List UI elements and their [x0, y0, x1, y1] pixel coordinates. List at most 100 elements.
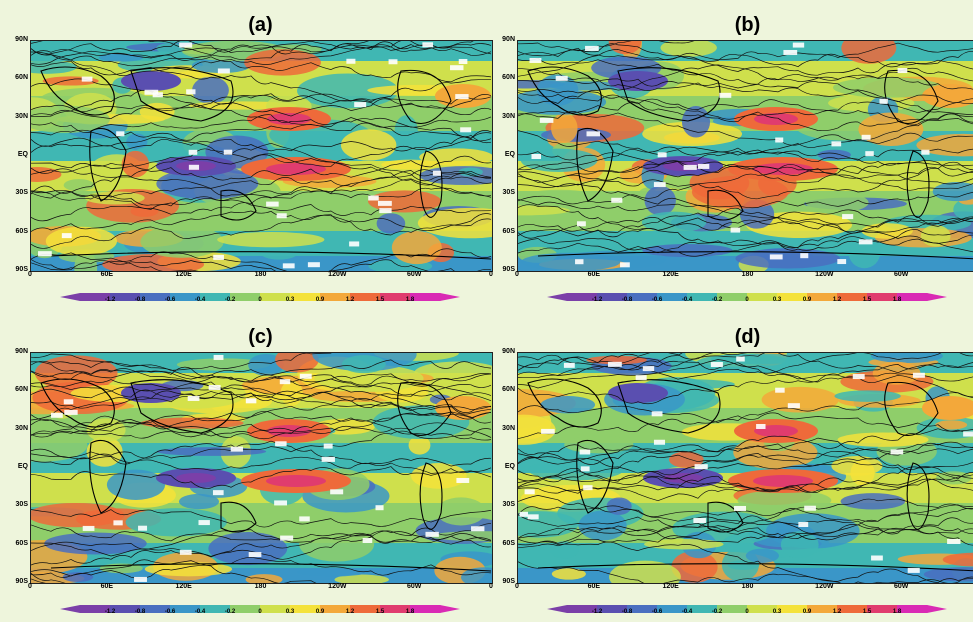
- colorbar-tick-label: -0.4: [194, 297, 206, 303]
- colorbar-tick-label: 1.8: [405, 297, 415, 303]
- panel-title: (a): [248, 14, 273, 36]
- colorbar-tick-label: -0.2: [711, 297, 723, 303]
- map-plot: [517, 40, 973, 272]
- colorbar-segment: [410, 293, 441, 301]
- colorbar-segment: [110, 293, 141, 301]
- lon-label: 60E: [587, 271, 601, 278]
- colorbar-arrow-left: [60, 293, 80, 301]
- colorbar-tick-label: -0.6: [651, 297, 663, 303]
- colorbar-arrow-right: [927, 293, 947, 301]
- lon-label: 60W: [406, 583, 422, 590]
- lon-label: 60E: [587, 583, 601, 590]
- colorbar-arrow-left: [547, 293, 567, 301]
- lon-label: 120W: [815, 271, 834, 278]
- anomaly-field: [518, 41, 973, 271]
- colorbar-segment: [200, 293, 231, 301]
- colorbar-tick-label: 1.2: [345, 297, 355, 303]
- colorbar-tick-label: -0.2: [711, 609, 723, 615]
- colorbar-tick-label: 0.3: [285, 609, 295, 615]
- lon-label: 60E: [100, 583, 114, 590]
- panel-d: (d) 90N 60N 30N EQ 30S 60S 90S 0 60E 120E 180 120W 60…: [487, 312, 973, 622]
- colorbar-segment: [350, 293, 381, 301]
- colorbar-segment: [380, 293, 411, 301]
- colorbar-tick-label: 0: [258, 297, 262, 303]
- lon-label: 0: [489, 583, 493, 590]
- lat-label: 60S: [502, 539, 515, 547]
- lat-label: 30S: [15, 189, 28, 197]
- lon-label: 60W: [893, 271, 909, 278]
- colorbar-tick-label: -0.6: [651, 609, 663, 615]
- lon-label: 180: [254, 583, 267, 590]
- colorbar-tick-label: 1.5: [375, 297, 385, 303]
- lat-label: 60N: [502, 386, 515, 394]
- colorbar-tick-label: -0.2: [224, 297, 236, 303]
- lat-label: EQ: [504, 463, 515, 470]
- lon-label: 120E: [175, 583, 192, 590]
- colorbar-segment: [260, 293, 291, 301]
- panel-title: (d): [734, 326, 761, 348]
- colorbar-tick-label: -0.2: [224, 609, 236, 615]
- lat-label: 30S: [502, 501, 515, 509]
- lat-label: 30N: [502, 424, 515, 432]
- lon-label: 60E: [100, 271, 114, 278]
- lat-label: 30N: [502, 112, 515, 120]
- colorbar-segment: [807, 293, 838, 301]
- colorbar-arrow-right: [440, 293, 460, 301]
- lon-label: 120W: [815, 583, 834, 590]
- colorbar-tick-label: -0.4: [681, 297, 693, 303]
- colorbar-tick-label: 1.2: [832, 297, 842, 303]
- colorbar: -1.2 -0.8 -0.6 -0.4 -0.2 0 0.3 0.9 1.2 1.5 1.8: [547, 600, 947, 618]
- colorbar: -1.2 -0.8 -0.6 -0.4 -0.2 0 0.3 0.9 1.2 1.5 1.8: [547, 288, 947, 306]
- colorbar-segment: [320, 293, 351, 301]
- colorbar-tick-label: 0: [258, 609, 262, 615]
- colorbar-segment: [140, 293, 171, 301]
- lon-label: 120E: [662, 583, 679, 590]
- colorbar-segment: [897, 293, 928, 301]
- map-plot: [30, 40, 493, 272]
- lon-label: 0: [28, 583, 32, 590]
- lon-label: 120E: [175, 271, 192, 278]
- colorbar-tick-label: 1.2: [345, 609, 355, 615]
- colorbar-segment: [627, 293, 658, 301]
- lat-label: 90S: [15, 266, 28, 273]
- map-plot: [30, 352, 493, 584]
- panel-title: (b): [734, 14, 761, 36]
- lon-label: 180: [741, 271, 754, 278]
- panel-title: (c): [248, 326, 273, 348]
- colorbar-tick-label: 0.9: [315, 609, 325, 615]
- colorbar-tick-label: -0.4: [194, 609, 206, 615]
- lon-label: 180: [254, 271, 267, 278]
- colorbar-tick-label: -1.2: [104, 609, 116, 615]
- colorbar-segment: [230, 293, 261, 301]
- colorbar-segment: [747, 293, 778, 301]
- colorbar-segment: [290, 293, 321, 301]
- lat-label: 60N: [502, 74, 515, 82]
- lon-label: 120W: [328, 271, 347, 278]
- lon-label: 120E: [662, 271, 679, 278]
- colorbar-segment: [170, 293, 201, 301]
- lat-label: 30S: [502, 189, 515, 197]
- lat-label: 90N: [502, 36, 515, 43]
- colorbar-tick-label: -0.8: [134, 609, 146, 615]
- panel-a: (a) 90N 60N 30N EQ 30S 60S 90S 0 60E 120E 180 120W 60…: [0, 0, 493, 310]
- colorbar-tick-label: 1.5: [862, 609, 872, 615]
- colorbar-tick-label: 0.3: [285, 297, 295, 303]
- colorbar-tick-label: 1.5: [862, 297, 872, 303]
- lat-label: EQ: [17, 463, 28, 470]
- lat-label: 90N: [502, 348, 515, 355]
- colorbar-tick-label: -1.2: [104, 297, 116, 303]
- colorbar-segment: [80, 293, 111, 301]
- colorbar: -1.2 -0.8 -0.6 -0.4 -0.2 0 0.3 0.9 1.2 1.5 1.8: [60, 288, 460, 306]
- lat-label: EQ: [504, 151, 515, 158]
- anomaly-field: [31, 353, 492, 583]
- colorbar-tick-label: 0.9: [802, 609, 812, 615]
- lat-label: EQ: [17, 151, 28, 158]
- colorbar-tick-label: -1.2: [591, 609, 603, 615]
- anomaly-field: [31, 41, 492, 271]
- lon-label: 0: [515, 583, 519, 590]
- colorbar-segment: [777, 293, 808, 301]
- lat-label: 30S: [15, 501, 28, 509]
- anomaly-field: [518, 353, 973, 583]
- lat-label: 60S: [15, 539, 28, 547]
- colorbar: -1.2 -0.8 -0.6 -0.4 -0.2 0 0.3 0.9 1.2 1.5 1.8: [60, 600, 460, 618]
